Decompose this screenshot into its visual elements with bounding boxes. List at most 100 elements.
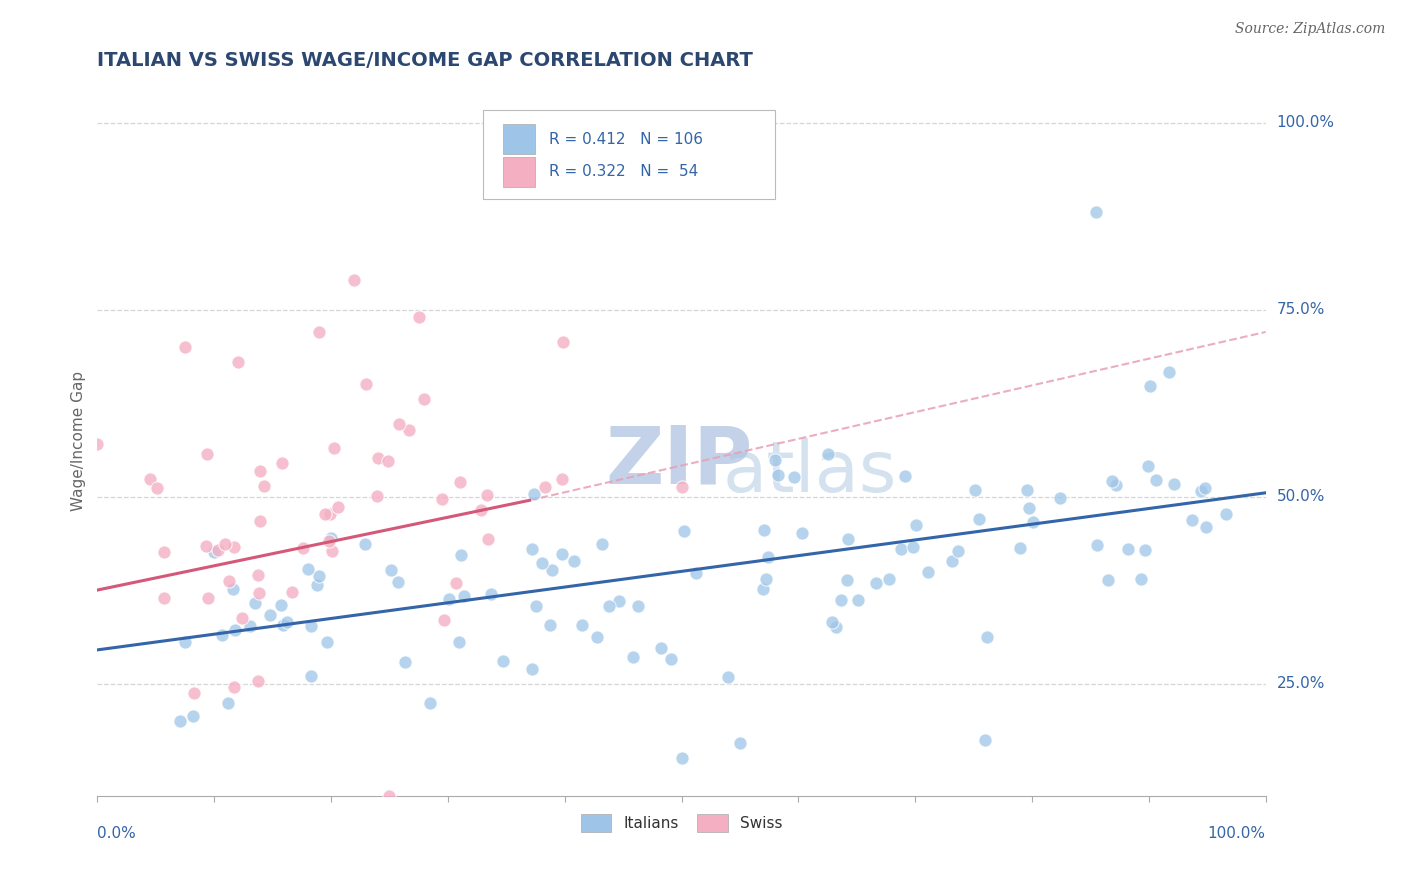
Point <box>437 592 460 607</box>
Point <box>492 654 515 668</box>
Point <box>520 662 543 676</box>
Point <box>551 334 574 349</box>
Point <box>222 680 245 694</box>
Point <box>432 491 454 506</box>
Text: R = 0.322   N =  54: R = 0.322 N = 54 <box>550 164 699 179</box>
Point <box>974 732 997 747</box>
Point <box>671 480 693 494</box>
Point <box>976 630 998 644</box>
Point <box>318 533 340 548</box>
Point <box>533 480 555 494</box>
Point <box>890 541 912 556</box>
Text: 100.0%: 100.0% <box>1208 826 1265 841</box>
Point <box>564 554 586 568</box>
Text: Source: ZipAtlas.com: Source: ZipAtlas.com <box>1234 22 1385 37</box>
Point <box>195 447 218 461</box>
Point <box>259 608 281 623</box>
Text: 50.0%: 50.0% <box>1277 489 1324 504</box>
Point <box>207 542 229 557</box>
Point <box>904 518 927 533</box>
Point <box>281 584 304 599</box>
Point <box>204 545 226 559</box>
Point <box>450 548 472 562</box>
Point <box>183 685 205 699</box>
Text: 0.0%: 0.0% <box>97 826 136 841</box>
Point <box>449 635 471 649</box>
Point <box>271 456 294 470</box>
Point <box>299 668 322 682</box>
Point <box>598 599 620 613</box>
Point <box>571 618 593 632</box>
Point <box>659 652 682 666</box>
Point <box>308 568 330 582</box>
Point <box>316 635 339 649</box>
Point <box>174 340 197 354</box>
Point <box>319 507 342 521</box>
Text: ZIP: ZIP <box>606 423 752 500</box>
Point <box>752 582 775 596</box>
Point <box>146 481 169 495</box>
Point <box>477 532 499 546</box>
Point <box>621 649 644 664</box>
Point <box>308 325 330 339</box>
Y-axis label: Wage/Income Gap: Wage/Income Gap <box>72 370 86 510</box>
Point <box>1021 516 1043 530</box>
Point <box>433 613 456 627</box>
Point <box>685 566 707 580</box>
Point <box>1129 572 1152 586</box>
Point <box>524 599 547 613</box>
Text: 25.0%: 25.0% <box>1277 676 1324 691</box>
Point <box>963 483 986 497</box>
Point <box>865 576 887 591</box>
Point <box>247 674 270 689</box>
Point <box>353 537 375 551</box>
Point <box>1215 507 1237 521</box>
Point <box>377 454 399 468</box>
Point <box>367 451 389 466</box>
Point <box>1105 478 1128 492</box>
Point <box>523 487 546 501</box>
Point <box>766 467 789 482</box>
Point <box>728 736 751 750</box>
Point <box>181 709 204 723</box>
Point <box>479 587 502 601</box>
Point <box>1133 543 1156 558</box>
Point <box>297 562 319 576</box>
Point <box>276 615 298 629</box>
Point <box>249 515 271 529</box>
Legend: Italians, Swiss: Italians, Swiss <box>575 808 789 838</box>
Point <box>538 618 561 632</box>
Point <box>449 475 471 489</box>
Point <box>825 620 848 634</box>
Point <box>388 417 411 431</box>
Point <box>817 446 839 460</box>
Point <box>894 469 917 483</box>
Point <box>153 545 176 559</box>
Point <box>1018 501 1040 516</box>
Point <box>1116 542 1139 557</box>
Point <box>717 670 740 684</box>
Point <box>877 572 900 586</box>
Point <box>246 567 269 582</box>
Point <box>169 714 191 729</box>
Point <box>323 442 346 456</box>
Point <box>835 574 858 588</box>
Point <box>218 574 240 588</box>
Point <box>901 540 924 554</box>
Text: 75.0%: 75.0% <box>1277 302 1324 317</box>
Point <box>755 572 778 586</box>
Point <box>848 593 870 607</box>
FancyBboxPatch shape <box>482 110 775 199</box>
Point <box>1008 541 1031 556</box>
Point <box>394 655 416 669</box>
Point <box>299 619 322 633</box>
Point <box>224 540 246 554</box>
Point <box>378 789 401 803</box>
Point <box>627 599 650 614</box>
Point <box>354 377 377 392</box>
Point <box>917 566 939 580</box>
Point <box>790 525 813 540</box>
Point <box>194 539 217 553</box>
Point <box>607 594 630 608</box>
Point <box>1015 483 1038 498</box>
